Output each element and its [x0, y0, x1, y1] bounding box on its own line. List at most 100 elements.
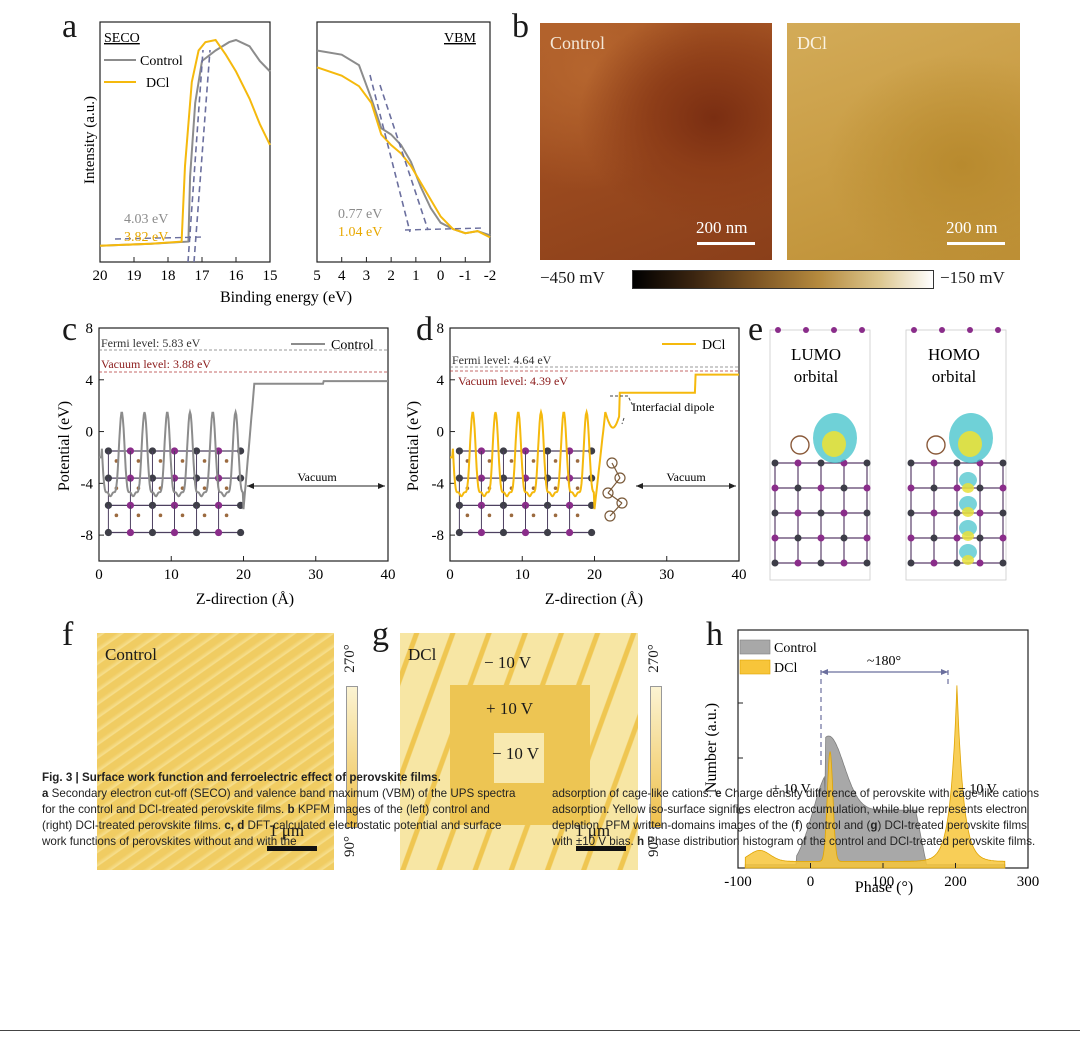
- panel-d-ylabel: Potential (eV): [405, 401, 422, 491]
- pfm-dcl-image: DCl − 10 V + 10 V − 10 V 1 μm: [400, 633, 638, 870]
- vacuum-label-c: Vacuum: [297, 470, 337, 484]
- caption-h-label: h: [636, 835, 645, 848]
- lattice-atom: [794, 509, 802, 517]
- kpfm-colorbar-max: −150 mV: [940, 268, 1005, 287]
- vbm-xtick-label: 3: [363, 268, 371, 284]
- organic-cation: [553, 486, 558, 490]
- potential-xtick-label: 20: [236, 567, 251, 583]
- caption-f-label: f: [794, 819, 799, 832]
- vbm-label: VBM: [444, 31, 476, 46]
- cage-cation: [926, 435, 946, 455]
- top-atom: [911, 327, 917, 333]
- lattice-atom: [170, 501, 179, 509]
- organic-cation: [136, 513, 141, 518]
- accumulation-isosurface: [962, 483, 974, 493]
- seco-label: SECO: [104, 31, 140, 46]
- lattice-atom: [817, 484, 825, 492]
- potential-xtick-label: 30: [659, 567, 674, 583]
- lattice-atom: [930, 459, 938, 467]
- panel-a-chart: SECO VBM Control DCl 4.03 eV 3.82 eV 0.7…: [82, 21, 497, 306]
- pfm-control-colorbar: [346, 686, 358, 828]
- potential-ytick-label: -8: [432, 528, 445, 544]
- pfm-dcl-colorbar: [650, 686, 662, 828]
- top-atom: [939, 327, 945, 333]
- panel-c-xlabel: Z-direction (Å): [196, 590, 294, 608]
- lattice-atom: [840, 509, 848, 517]
- accumulation-isosurface: [962, 531, 974, 541]
- vacuum-level-label-d: Vacuum level: 4.39 eV: [458, 374, 568, 388]
- organic-cation: [202, 486, 207, 490]
- lumo-label-line1: LUMO: [791, 345, 841, 364]
- organic-cation: [202, 513, 207, 518]
- lattice-atom: [999, 509, 1007, 517]
- caption-b-label: b: [287, 803, 295, 816]
- potential-ytick-label: -4: [432, 476, 445, 492]
- fermi-level-label-c: Fermi level: 5.83 eV: [101, 336, 201, 350]
- seco-series-dcl: [99, 38, 271, 247]
- top-atom: [803, 327, 809, 333]
- pfm-dcl-scalebar-label: 1 μm: [575, 821, 611, 840]
- potential-xtick-label: 40: [732, 567, 747, 583]
- lattice-atom: [104, 501, 112, 509]
- lattice-atom: [104, 447, 112, 455]
- vbm-fit-line-2: [379, 84, 429, 231]
- vbm-xtick-label: -2: [484, 268, 497, 284]
- potential-ytick-label: 4: [86, 373, 94, 389]
- organic-cation: [180, 513, 185, 518]
- lattice-atom: [588, 528, 596, 537]
- seco-xtick-label: 18: [161, 268, 176, 284]
- lattice-atom: [565, 528, 574, 537]
- organic-cation: [531, 513, 536, 518]
- vacuum-label-d: Vacuum: [666, 470, 706, 484]
- phase-xtick-label: 0: [807, 874, 815, 890]
- potential-xtick-label: 0: [95, 567, 103, 583]
- vbm-xtick-label: 5: [313, 268, 321, 284]
- lattice-atom: [863, 509, 871, 517]
- lattice-atom: [771, 509, 779, 517]
- potential-ytick-label: -4: [81, 476, 94, 492]
- seco-xtick-label: 19: [127, 268, 142, 284]
- lattice-atom: [214, 528, 223, 537]
- interfacial-dipole-bracket: [610, 395, 634, 425]
- lattice-atom: [499, 528, 508, 537]
- lattice-atom: [930, 509, 938, 517]
- pfm-dcl-colorbar-top: 270°: [645, 644, 662, 673]
- lattice-atom: [214, 501, 223, 509]
- lattice-atom: [126, 501, 135, 509]
- legend-dcl-label: DCl: [146, 76, 169, 91]
- organic-cation: [575, 459, 580, 463]
- caption-b-text: KPFM images of the (left) control and (r…: [42, 803, 490, 832]
- potential-xtick-label: 10: [515, 567, 530, 583]
- lattice-atom: [771, 484, 779, 492]
- caption-cd-label: c, d: [224, 819, 245, 832]
- pfm-dcl-label: DCl: [408, 645, 437, 664]
- seco-xtick-label: 15: [263, 268, 278, 284]
- lattice-atom: [953, 534, 961, 542]
- homo-cell: [905, 327, 1007, 581]
- seco-xtick-label: 20: [93, 268, 108, 284]
- lattice-atom: [907, 534, 915, 542]
- depletion-isosurface: [959, 520, 977, 536]
- legend-control-label: Control: [140, 54, 183, 69]
- lattice-atom: [976, 559, 984, 567]
- phase-xtick-label: 200: [944, 874, 967, 890]
- top-atom: [995, 327, 1001, 333]
- top-atom: [831, 327, 837, 333]
- lattice-atom: [863, 534, 871, 542]
- legend-dcl-label-d: DCl: [702, 338, 725, 353]
- lattice-atom: [794, 559, 802, 567]
- interfacial-dipole-label: Interfacial dipole: [632, 400, 714, 414]
- phase-xtick-label: -100: [724, 874, 752, 890]
- lattice-atom: [907, 509, 915, 517]
- lattice-atom: [477, 501, 486, 509]
- vacuum-arrowhead-right-d: [729, 483, 736, 489]
- unit-cell-frame: [905, 329, 1007, 581]
- accumulation-isosurface: [822, 431, 846, 457]
- caption-g-label: g: [870, 819, 878, 832]
- dcl-phase-histogram: [744, 685, 1006, 869]
- lattice-atom: [477, 528, 486, 537]
- homo-label-line2: orbital: [932, 367, 977, 386]
- potential-xtick-label: 10: [164, 567, 179, 583]
- seco-fit-line-2: [193, 49, 211, 263]
- seco-xtick-label: 16: [229, 268, 245, 284]
